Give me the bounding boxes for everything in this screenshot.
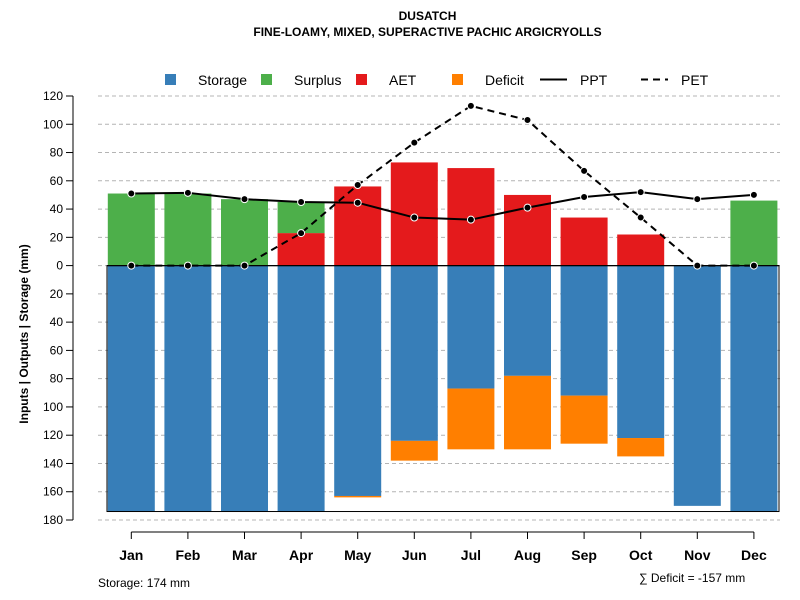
ppt-point-jul (466, 215, 475, 224)
legend-label-aet: AET (389, 72, 417, 88)
chart-title: DUSATCH (398, 9, 457, 23)
legend-label-ppt: PPT (580, 72, 608, 88)
legend-label-storage: Storage (198, 72, 247, 88)
surplus-bar-jan (107, 193, 155, 266)
deficit-bar-may (334, 495, 382, 498)
deficit-bar-aug (504, 375, 551, 450)
legend-swatch-surplus (261, 74, 272, 85)
x-tick-label: Feb (175, 547, 200, 563)
ppt-point-may (353, 198, 362, 207)
pet-point-oct (636, 213, 645, 222)
ppt-point-feb (183, 188, 192, 197)
y-tick-label: 60 (50, 174, 64, 188)
surplus-bar-feb (164, 193, 212, 266)
pet-point-feb (183, 261, 192, 270)
y-tick-label: 100 (43, 400, 63, 414)
storage-bar-sep (560, 265, 608, 396)
pet-point-jan (127, 261, 136, 270)
storage-bar-dec (730, 265, 778, 512)
storage-bar-oct (617, 265, 665, 439)
y-tick-label: 120 (43, 89, 63, 103)
legend-label-surplus: Surplus (294, 72, 341, 88)
ppt-point-jun (410, 213, 419, 222)
pet-point-mar (240, 261, 249, 270)
y-tick-label: 80 (50, 372, 64, 386)
ppt-point-aug (523, 203, 532, 212)
ppt-point-nov (693, 195, 702, 204)
ppt-point-jan (127, 189, 136, 198)
y-axis-title: Inputs | Outputs | Storage (mm) (17, 244, 31, 423)
deficit-bar-sep (560, 395, 608, 444)
surplus-bar-mar (221, 199, 268, 266)
y-tick-label: 60 (50, 343, 64, 357)
pet-point-may (353, 181, 362, 190)
pet-point-nov (693, 261, 702, 270)
legend-label-pet: PET (681, 72, 709, 88)
legend-label-deficit: Deficit (485, 72, 524, 88)
ppt-point-mar (240, 195, 249, 204)
deficit-bar-jun (390, 440, 438, 461)
storage-bar-jul (447, 265, 495, 389)
ppt-point-dec (749, 190, 758, 199)
pet-point-aug (523, 116, 532, 125)
y-tick-label: 20 (50, 230, 64, 244)
y-tick-label: 40 (50, 315, 64, 329)
x-tick-label: Mar (232, 547, 257, 563)
ppt-point-apr (297, 198, 306, 206)
storage-bar-feb (164, 265, 212, 512)
x-tick-label: Jul (461, 547, 481, 563)
ppt-line (131, 191, 754, 221)
x-tick-label: Sep (571, 547, 597, 563)
deficit-bar-jul (447, 388, 495, 450)
ppt-point-sep (580, 193, 589, 202)
pet-point-apr (297, 229, 306, 238)
x-tick-label: Jan (119, 547, 143, 563)
y-tick-label: 100 (43, 117, 63, 131)
aet-bar-oct (617, 234, 665, 266)
legend-swatch-aet (356, 74, 367, 85)
chart-subtitle: FINE-LOAMY, MIXED, SUPERACTIVE PACHIC AR… (253, 25, 602, 39)
storage-bar-nov (673, 265, 721, 506)
x-tick-label: Oct (629, 547, 653, 563)
y-tick-label: 20 (50, 287, 64, 301)
y-tick-label: 120 (43, 428, 63, 442)
y-tick-label: 0 (56, 259, 63, 273)
storage-bar-jun (390, 265, 438, 441)
storage-bar-mar (221, 265, 268, 512)
x-tick-label: Dec (741, 547, 767, 563)
y-tick-label: 40 (50, 202, 64, 216)
ppt-point-oct (636, 188, 645, 197)
pet-point-dec (749, 261, 758, 270)
storage-footnote: Storage: 174 mm (98, 576, 191, 590)
surplus-bar-apr (277, 202, 325, 234)
aet-bar-sep (560, 217, 608, 266)
storage-bar-aug (504, 265, 551, 376)
pet-point-jul (466, 101, 475, 110)
x-tick-label: Aug (514, 547, 541, 563)
legend-swatch-storage (165, 74, 176, 85)
pet-point-sep (580, 166, 589, 175)
y-tick-label: 160 (43, 485, 63, 499)
storage-bar-apr (277, 265, 325, 512)
storage-bar-jan (107, 265, 155, 512)
deficit-footnote: ∑ Deficit = -157 mm (639, 571, 746, 585)
aet-bar-apr (277, 233, 325, 266)
deficit-bar-oct (617, 438, 665, 457)
x-tick-label: Nov (684, 547, 711, 563)
y-tick-label: 180 (43, 513, 63, 527)
storage-bar-may (334, 265, 382, 496)
x-tick-label: Jun (402, 547, 427, 563)
surplus-bar-dec (730, 200, 778, 266)
legend-swatch-deficit (452, 74, 463, 85)
pet-point-jun (410, 138, 419, 147)
y-tick-label: 80 (50, 146, 64, 160)
x-tick-label: May (344, 547, 371, 563)
y-tick-label: 140 (43, 456, 63, 470)
x-tick-label: Apr (289, 547, 314, 563)
